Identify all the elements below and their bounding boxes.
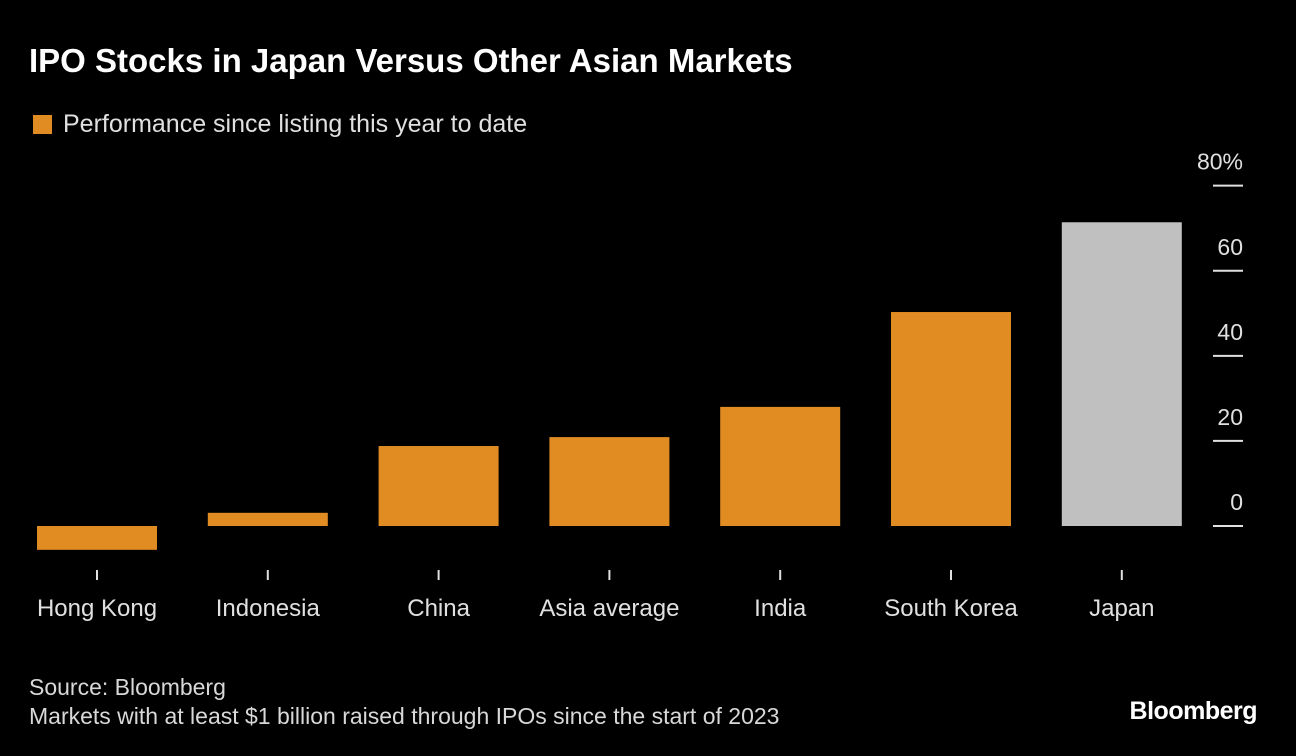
footer: Source: Bloomberg Markets with at least … (29, 673, 779, 731)
legend: Performance since listing this year to d… (33, 110, 527, 139)
x-tick-label: India (754, 595, 807, 622)
legend-swatch (33, 115, 52, 134)
bar (378, 446, 499, 526)
y-tick-label: 60 (1217, 234, 1243, 260)
bar (720, 406, 841, 526)
footnote-text: Markets with at least $1 billion raised … (29, 703, 780, 729)
x-tick-label: Asia average (539, 595, 679, 622)
x-tick-label: China (407, 595, 470, 622)
x-tick-label: Indonesia (216, 595, 321, 622)
bar (37, 526, 157, 550)
chart-title: IPO Stocks in Japan Versus Other Asian M… (29, 42, 793, 79)
bar (1061, 222, 1182, 526)
y-tick-label: 20 (1217, 404, 1243, 430)
y-tick-label: 0 (1230, 489, 1243, 515)
y-tick-label: 40 (1217, 319, 1243, 345)
bar (207, 512, 328, 526)
bloomberg-logo: Bloomberg (1129, 697, 1258, 725)
x-tick-label: South Korea (884, 595, 1018, 622)
x-tick-label: Hong Kong (37, 595, 157, 622)
bar (549, 437, 670, 526)
source-text: Source: Bloomberg (29, 674, 226, 700)
y-tick-label: 80% (1197, 149, 1243, 175)
x-tick-label: Japan (1089, 595, 1154, 622)
legend-label: Performance since listing this year to d… (63, 110, 528, 138)
bar (891, 312, 1011, 526)
